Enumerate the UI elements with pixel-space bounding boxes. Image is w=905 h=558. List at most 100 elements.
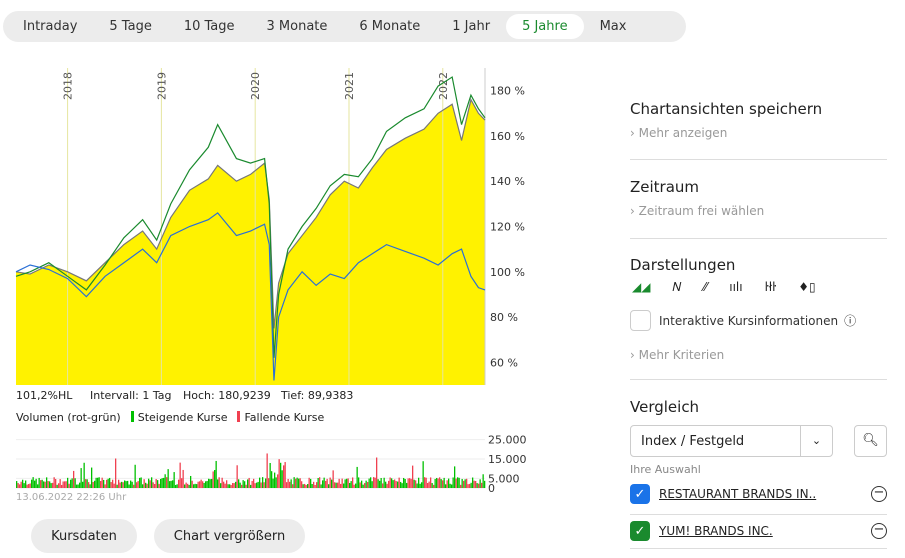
volume-bar (422, 461, 424, 488)
yum-checkbox[interactable]: ✓ (630, 521, 650, 541)
volume-bar (377, 479, 379, 488)
volume-bar (302, 484, 304, 488)
volume-bar (284, 462, 286, 488)
volume-bar (151, 477, 153, 488)
volume-bar (484, 480, 486, 488)
volume-bar (481, 482, 483, 488)
volume-bar (97, 477, 99, 488)
volume-bar (409, 478, 411, 488)
tab-max[interactable]: Max (599, 19, 627, 34)
volume-bar (278, 459, 280, 488)
tab-10-tage[interactable]: 10 Tage (183, 19, 235, 34)
volume-bar (55, 479, 57, 488)
volume-bar (56, 484, 58, 488)
volume-bar (197, 481, 199, 488)
volume-bar (242, 480, 244, 488)
volume-bar (383, 477, 385, 488)
remove-icon[interactable]: − (871, 523, 887, 539)
price-chart[interactable]: 2018 2019 2020 2021 2022 60 % 80 % 100 % 120 % 14… (0, 60, 540, 500)
show-more-link[interactable]: › Mehr anzeigen (630, 126, 728, 140)
save-views-title: Chartansichten speichern (630, 100, 823, 118)
volume-bar (439, 477, 441, 488)
volume-bar (140, 477, 142, 488)
compare-select[interactable]: Index / Festgeld ⌄ (630, 425, 833, 457)
tab-intraday[interactable]: Intraday (23, 19, 78, 34)
volume-bar (71, 478, 73, 488)
volume-bar (224, 483, 226, 488)
volume-bar (68, 483, 70, 488)
enlarge-chart-button[interactable]: Chart vergrößern (154, 519, 305, 553)
volume-bar (26, 484, 28, 488)
tab-5-tage[interactable]: 5 Tage (109, 19, 152, 34)
yum-link[interactable]: YUM! BRANDS INC. (659, 524, 773, 538)
volume-bar (286, 482, 288, 488)
volume-bar (67, 477, 69, 488)
volume-bar (251, 480, 253, 488)
volume-bar (161, 478, 163, 488)
area-chart-icon[interactable]: ◢◢ (632, 280, 651, 294)
volume-bar (131, 481, 133, 488)
volume-bar (220, 483, 222, 488)
line-chart-icon[interactable]: 𝑁 (672, 280, 682, 294)
volume-bar (122, 482, 124, 488)
volume-bar (335, 482, 337, 488)
volume-bar (239, 482, 241, 488)
volume-bar (295, 478, 297, 488)
volume-bar (329, 477, 331, 488)
volume-bar (469, 483, 471, 488)
volume-bar (98, 477, 100, 488)
interval-value: Intervall: 1 Tag (90, 389, 172, 402)
volume-bar (88, 482, 90, 488)
candlestick-icon[interactable]: ♦▯ (798, 280, 816, 294)
volume-bar (328, 484, 330, 488)
volume-bar (196, 484, 198, 488)
volume-bar (418, 477, 420, 488)
bar-chart-icon[interactable]: ıılı (729, 280, 743, 294)
remove-icon[interactable]: − (871, 486, 887, 502)
volume-bar (158, 483, 160, 488)
volume-bar (238, 479, 240, 488)
tab-5-jahre[interactable]: 5 Jahre (506, 14, 584, 39)
volume-bar (454, 466, 456, 488)
volume-bar (367, 482, 369, 488)
tab-6-monate[interactable]: 6 Monate (359, 19, 421, 34)
volume-bar (38, 477, 40, 488)
volume-bar (385, 481, 387, 488)
volume-bar (460, 484, 462, 488)
rbi-link[interactable]: RESTAURANT BRANDS IN.. (659, 487, 817, 501)
rbi-checkbox[interactable]: ✓ (630, 484, 650, 504)
volume-bar (185, 482, 187, 488)
tab-1-jahr[interactable]: 1 Jahr (452, 19, 491, 34)
interactive-checkbox[interactable] (630, 310, 651, 331)
dot-line-icon[interactable]: ⁄⁄ (703, 280, 708, 294)
volume-bar (229, 484, 231, 488)
volume-bar (473, 480, 475, 488)
volume-bar (230, 484, 232, 488)
volume-bar (191, 480, 193, 488)
volume-bar (407, 478, 409, 488)
volume-bar (478, 483, 480, 488)
ohlc-icon[interactable]: ŀłŀ (764, 280, 777, 294)
volume-bar (455, 478, 457, 488)
kursdaten-button[interactable]: Kursdaten (31, 519, 137, 553)
volume-bar (314, 484, 316, 488)
volume-bar (127, 480, 129, 488)
y-tick-label: 100 % (490, 266, 525, 279)
volume-bar (215, 460, 217, 488)
legend-up: Steigende Kurse (130, 411, 227, 424)
volume-bar (340, 483, 342, 488)
volume-bar (376, 457, 378, 488)
volume-bar (137, 481, 139, 488)
volume-bar (89, 484, 91, 488)
volume-bar (170, 480, 172, 488)
volume-bar (245, 484, 247, 488)
volume-bar (380, 478, 382, 488)
more-criteria-link[interactable]: › Mehr Kriterien (630, 348, 725, 362)
tab-3-monate[interactable]: 3 Monate (266, 19, 328, 34)
volume-bar (274, 472, 276, 488)
search-button[interactable]: 🔍︎ (854, 425, 887, 457)
info-icon[interactable]: ⓘ (844, 314, 857, 328)
custom-range-link[interactable]: › Zeitraum frei wählen (630, 204, 765, 218)
volume-bar (32, 477, 34, 488)
volume-tick-label: 0 (488, 482, 495, 495)
